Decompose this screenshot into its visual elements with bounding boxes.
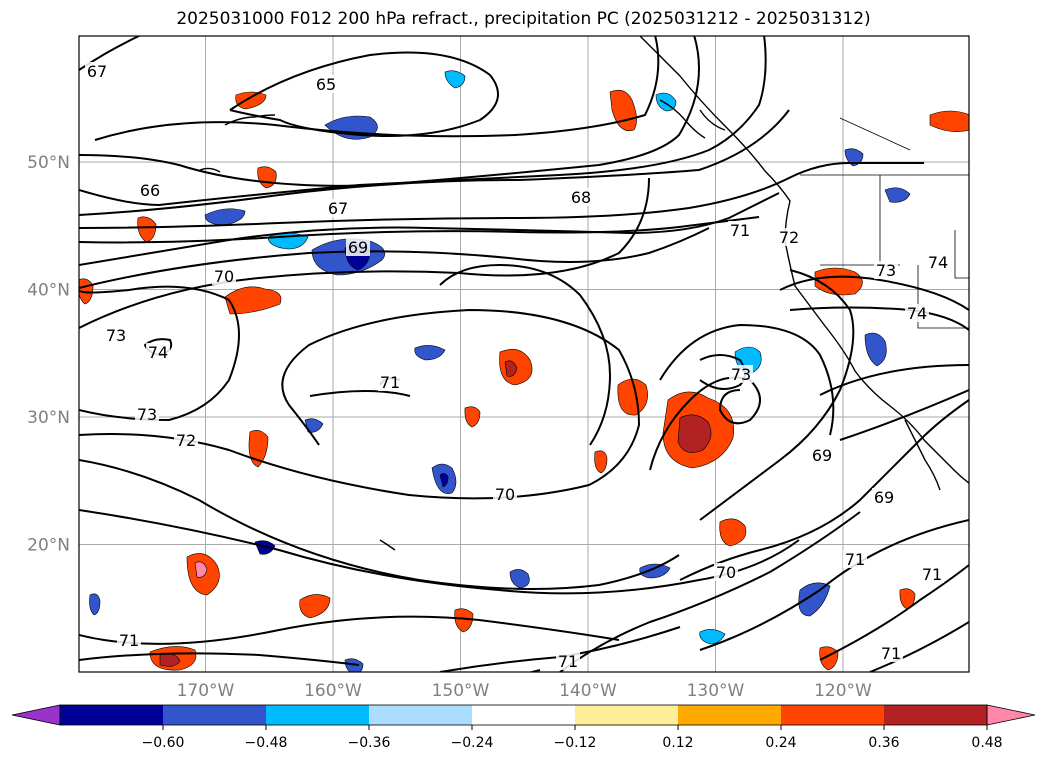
map-frame [78, 35, 970, 673]
latitude-tick-label: 20°N [27, 536, 70, 556]
longitude-tick-label: 130°W [687, 681, 745, 701]
contour-label: 73 [106, 326, 126, 345]
map-title: 2025031000 F012 200 hPa refract., precip… [176, 9, 871, 29]
contour-label-bg [728, 221, 752, 239]
contour-label: 71 [558, 652, 578, 671]
contour-label-bg [872, 488, 896, 506]
contour-label-bg [117, 631, 141, 649]
contour-label: 70 [214, 267, 234, 286]
colorbar-tick-label: 0.24 [765, 735, 796, 751]
contour-label: 67 [87, 62, 107, 81]
contour-labels: 67 65 66 67 68 69 70 71 72 73 74 73 72 71 73 69 69 70 71 71… [85, 62, 950, 671]
colorbar-tick-label: −0.36 [348, 735, 391, 751]
contour-label: 70 [495, 485, 515, 504]
colorbar-swatch [60, 705, 163, 725]
contour-label-bg [714, 563, 738, 581]
contour-label-bg [556, 652, 580, 670]
longitude-tick-label: 120°W [814, 681, 872, 701]
contour-label-bg [146, 343, 170, 361]
colorbar-swatch [884, 705, 987, 725]
contour-label-bg [212, 267, 236, 285]
contour-label: 72 [779, 228, 799, 247]
contour-label-bg [569, 188, 593, 206]
colorbar-outline [59, 704, 988, 726]
contour-label: 74 [928, 253, 948, 272]
colorbar-swatch [678, 705, 781, 725]
latitude-tick-label: 40°N [27, 281, 70, 301]
colorbar-tick-label: 0.12 [662, 735, 693, 751]
longitude-tick-label: 170°W [177, 681, 235, 701]
colorbar-tick-label: 0.48 [971, 735, 1002, 751]
contour-label-bg [777, 228, 801, 246]
contour-label: 71 [922, 565, 942, 584]
latitude-tick-label: 30°N [27, 408, 70, 428]
contour-label-bg [905, 304, 929, 322]
contour-label-bg [879, 644, 903, 662]
contour-label-bg [135, 405, 159, 423]
contour-label-bg [874, 261, 898, 279]
colorbar-swatch [472, 705, 575, 725]
precip-positive-areas [79, 89, 969, 671]
contour-label: 73 [137, 405, 157, 424]
colorbar-swatch [781, 705, 884, 725]
colorbar-swatch [575, 705, 678, 725]
longitude-tick-label: 140°W [559, 681, 617, 701]
contour-label: 73 [876, 261, 896, 280]
contour-label: 73 [731, 365, 751, 384]
contour-label-bg [493, 485, 517, 503]
latitude-tick-label: 50°N [27, 153, 70, 173]
contour-label-bg [729, 365, 753, 383]
colorbar-tick-label: −0.60 [142, 735, 185, 751]
latitude-labels: 50°N 40°N 30°N 20°N [27, 153, 70, 556]
contour-label-bg [926, 253, 950, 271]
colorbar-tick-label: 0.36 [868, 735, 899, 751]
precip-field [79, 70, 969, 672]
longitude-tick-label: 160°W [304, 681, 362, 701]
contour-label: 69 [812, 446, 832, 465]
contour-label: 69 [874, 488, 894, 507]
contour-label: 71 [380, 373, 400, 392]
contour-label: 71 [730, 221, 750, 240]
colorbar-extend-min [11, 704, 61, 726]
contour-label: 70 [716, 563, 736, 582]
colorbar-extend-max [986, 704, 1036, 726]
contour-label: 65 [316, 75, 336, 94]
refractivity-contours [79, 36, 969, 672]
contour-label: 72 [176, 431, 196, 450]
contour-label-bg [346, 238, 370, 256]
contour-label: 69 [348, 238, 368, 257]
colorbar-tick-label: −0.24 [451, 735, 494, 751]
contour-label-bg [326, 199, 350, 217]
contour-label: 74 [907, 304, 927, 323]
contour-label-bg [810, 446, 834, 464]
contour-label-bg [314, 75, 338, 93]
colorbar: −0.60 −0.48 −0.36 −0.24 −0.12 0.12 0.24 0.36 0.4… [11, 704, 1036, 751]
contour-label-bg [920, 565, 944, 583]
contour-label: 71 [881, 644, 901, 663]
contour-label: 66 [140, 181, 160, 200]
contour-label-bg [843, 550, 867, 568]
contour-label: 71 [845, 550, 865, 569]
colorbar-swatch [163, 705, 266, 725]
colorbar-tick-label: −0.12 [554, 735, 597, 751]
contour-label: 67 [328, 199, 348, 218]
colorbar-swatch [369, 705, 472, 725]
contour-label-bg [174, 431, 198, 449]
contour-label-bg [138, 181, 162, 199]
contour-label-bg [104, 326, 128, 344]
colorbar-swatch [266, 705, 369, 725]
contour-label: 68 [571, 188, 591, 207]
colorbar-tick-label: −0.48 [245, 735, 288, 751]
contour-label: 74 [148, 343, 168, 362]
longitude-tick-label: 150°W [432, 681, 490, 701]
contour-label-bg [378, 373, 402, 391]
contour-label: 71 [119, 631, 139, 650]
contour-label-bg [85, 62, 109, 80]
coastline [199, 36, 969, 551]
longitude-labels: 170°W 160°W 150°W 140°W 130°W 120°W [177, 681, 872, 701]
